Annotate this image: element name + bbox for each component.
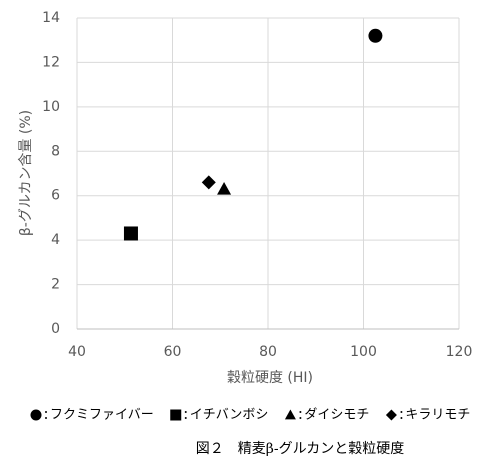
caption: 図２ 精麦β-グルカンと穀粒硬度 [196, 441, 404, 457]
legend-separator [400, 411, 403, 413]
marker [201, 175, 216, 190]
x-tick-label: 60 [164, 344, 182, 360]
y-axis-title: β-グルカン含量 (%) [18, 110, 34, 236]
x-tick-label: 40 [68, 344, 86, 360]
y-tick-label: 6 [51, 188, 60, 204]
marker [284, 409, 296, 420]
legend-separator [184, 411, 187, 413]
x-tick-label: 120 [446, 344, 473, 360]
legend-label: イチバンボシ [190, 408, 269, 423]
legend-separator [45, 417, 47, 419]
legend-separator [400, 417, 403, 419]
legend-separator [299, 417, 302, 419]
x-tick-label: 80 [259, 344, 277, 360]
legend-label: フクミファイバー [50, 408, 154, 423]
legend: フクミファイバー イチバンボシ ダイシモチ キラリモチ [30, 408, 470, 423]
marker [123, 226, 138, 241]
y-tick-label: 8 [51, 143, 60, 159]
y-tick-label: 0 [51, 321, 60, 337]
y-tick-label: 2 [51, 277, 60, 293]
marker [170, 409, 182, 421]
x-tick-label: 100 [350, 344, 377, 360]
marker [385, 409, 397, 421]
legend-separator [45, 411, 47, 413]
marker [217, 182, 232, 195]
x-axis-title: 穀粒硬度 (HI) [227, 370, 313, 386]
legend-separator [299, 411, 302, 413]
y-tick-label: 14 [42, 10, 60, 26]
legend-label: ダイシモチ [304, 408, 369, 423]
y-tick-label: 10 [42, 99, 60, 115]
legend-label: キラリモチ [405, 408, 470, 423]
marker [30, 409, 42, 421]
marker [368, 28, 383, 43]
y-tick-label: 12 [42, 54, 60, 70]
y-tick-label: 4 [51, 232, 60, 248]
legend-separator [184, 417, 187, 419]
